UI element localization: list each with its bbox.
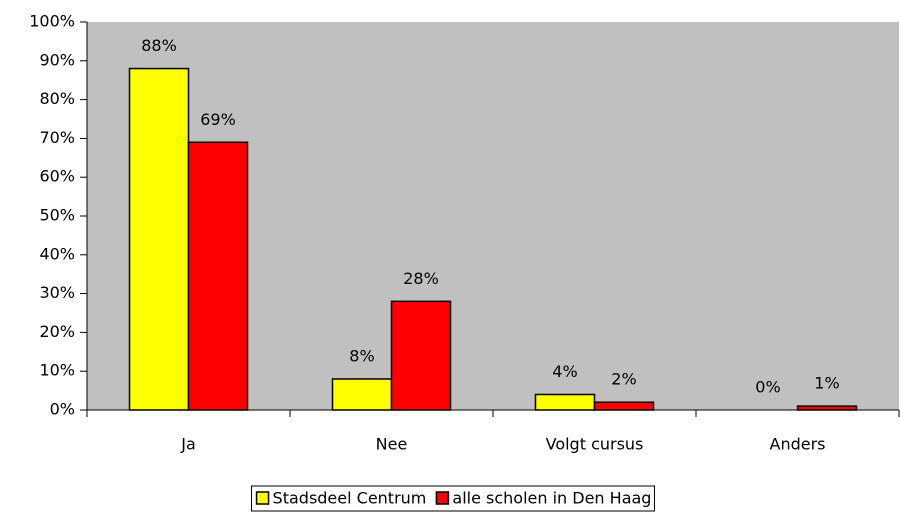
y-tick-label: 50% — [39, 206, 75, 225]
value-label: 4% — [552, 362, 577, 381]
y-tick-label: 70% — [39, 128, 75, 147]
y-tick-label: 0% — [50, 400, 75, 419]
legend-label: Stadsdeel Centrum — [273, 489, 427, 508]
bar — [187, 141, 249, 411]
bar — [331, 378, 393, 411]
x-tick-label: Anders — [770, 435, 826, 454]
y-tick-label: 40% — [39, 244, 75, 263]
y-tick-label: 20% — [39, 322, 75, 341]
y-tick-label: 60% — [39, 167, 75, 186]
legend-swatch — [435, 491, 450, 505]
bar — [534, 393, 596, 411]
value-label: 2% — [611, 370, 636, 389]
legend-swatch — [255, 491, 270, 505]
x-tick-label: Ja — [180, 435, 196, 454]
y-tick-label: 10% — [39, 361, 75, 380]
y-tick-label: 100% — [29, 12, 75, 31]
y-tick-label: 90% — [39, 50, 75, 69]
value-label: 0% — [755, 378, 780, 397]
bar — [593, 401, 655, 411]
legend: Stadsdeel Centrum alle scholen in Den Haa… — [251, 485, 655, 512]
y-tick-label: 30% — [39, 283, 75, 302]
value-label: 8% — [349, 346, 374, 365]
value-label: 69% — [200, 110, 236, 129]
value-label: 28% — [403, 269, 439, 288]
bar — [128, 67, 190, 411]
y-tick-label: 80% — [39, 89, 75, 108]
legend-label: alle scholen in Den Haag — [452, 489, 651, 508]
value-label: 1% — [814, 374, 839, 393]
bar — [796, 405, 858, 411]
value-label: 88% — [141, 36, 177, 55]
x-tick-label: Volgt cursus — [546, 435, 644, 454]
legend-box — [251, 485, 655, 512]
bar — [390, 300, 452, 411]
x-tick-label: Nee — [376, 435, 408, 454]
